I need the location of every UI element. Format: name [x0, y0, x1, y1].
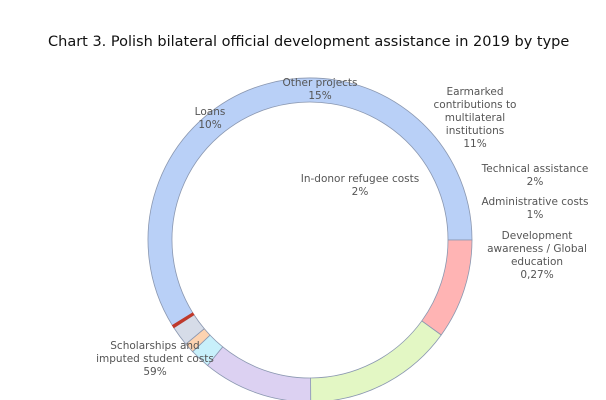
- slice-1: [421, 239, 473, 336]
- slice-label-other-projects: Other projects 15%: [282, 77, 358, 102]
- slice-label-development-awareness: Development awareness / Global education…: [487, 230, 587, 281]
- slice-label-technical: Technical assistance 2%: [481, 163, 589, 188]
- slice-label-scholarships: Scholarships and imputed student costs 59…: [96, 340, 214, 378]
- chart-title: Chart 3. Polish bilateral official devel…: [48, 34, 570, 50]
- slice-label-refugee: In-donor refugee costs 2%: [300, 173, 420, 198]
- slice-2: [310, 320, 442, 400]
- slice-0: [147, 77, 473, 326]
- slice-7: [171, 312, 195, 329]
- slice-3: [206, 346, 312, 400]
- slice-label-administrative: Administrative costs 1%: [481, 196, 589, 221]
- slice-label-earmarked: Earmarked contributions to multilateral …: [433, 86, 517, 150]
- slice-label-loans: Loans 10%: [194, 106, 226, 131]
